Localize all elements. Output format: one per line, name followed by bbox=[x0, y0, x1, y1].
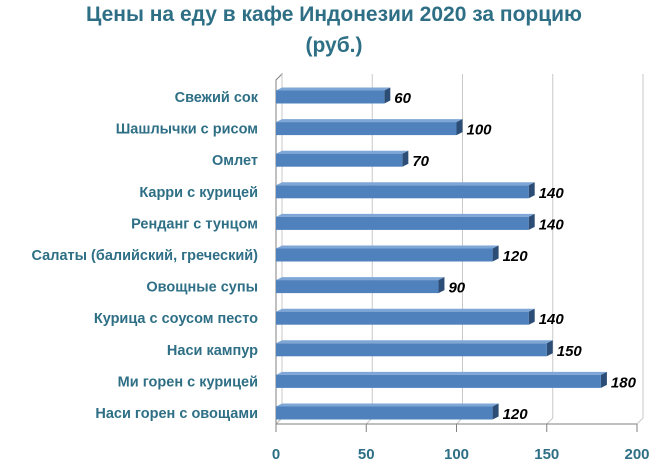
bar-side bbox=[492, 245, 499, 262]
bar-top bbox=[276, 150, 409, 154]
x-tick-label: 50 bbox=[358, 446, 375, 463]
category-label: Наси кампур bbox=[167, 343, 258, 359]
data-label: 90 bbox=[448, 280, 465, 297]
category-label: Карри с курицей bbox=[139, 185, 258, 201]
gridline-floor bbox=[636, 417, 644, 425]
data-label: 120 bbox=[503, 248, 529, 265]
bar-top bbox=[276, 245, 499, 249]
bar bbox=[276, 185, 529, 199]
bar-top bbox=[276, 277, 445, 281]
category-label: Шашлычки с рисом bbox=[116, 122, 258, 138]
x-tick-label: 200 bbox=[624, 446, 649, 463]
bar-side bbox=[384, 87, 391, 104]
bar-top bbox=[276, 182, 535, 186]
x-tick-label: 100 bbox=[444, 446, 469, 463]
bar bbox=[276, 248, 493, 262]
x-tick-label: 0 bbox=[272, 446, 280, 463]
data-label: 180 bbox=[611, 374, 637, 391]
bar bbox=[276, 122, 457, 136]
category-label: Салаты (балийский, греческий) bbox=[32, 248, 259, 264]
bar bbox=[276, 153, 403, 167]
bar-top bbox=[276, 308, 535, 312]
bar-side bbox=[600, 371, 607, 388]
data-label: 70 bbox=[412, 153, 429, 170]
bar-side bbox=[456, 119, 463, 136]
bar bbox=[276, 280, 439, 294]
gridline-floor bbox=[546, 417, 554, 425]
bar bbox=[276, 406, 493, 420]
bar-side bbox=[546, 340, 553, 357]
chart-title-unit: (руб.) bbox=[305, 34, 363, 57]
bar bbox=[276, 216, 529, 230]
bar-top bbox=[276, 340, 553, 344]
bar-side bbox=[402, 150, 409, 167]
data-label: 60 bbox=[394, 90, 411, 107]
bar-side bbox=[492, 403, 499, 420]
category-label: Ренданг с тунцом bbox=[131, 216, 258, 232]
bar-side bbox=[528, 308, 535, 325]
category-label: Свежий сок bbox=[175, 90, 259, 106]
bar-top bbox=[276, 119, 463, 123]
bar bbox=[276, 311, 529, 325]
bar-top bbox=[276, 371, 607, 375]
data-label: 140 bbox=[539, 311, 565, 328]
data-label: 100 bbox=[467, 122, 493, 139]
bar-side bbox=[438, 277, 445, 294]
bar-side bbox=[528, 213, 535, 230]
bar-top bbox=[276, 87, 391, 91]
category-label: Ми горен с курицей bbox=[118, 374, 258, 390]
bar-top bbox=[276, 213, 535, 217]
bar bbox=[276, 90, 385, 104]
bar bbox=[276, 374, 601, 388]
category-label: Овощные супы bbox=[146, 280, 258, 296]
category-label: Наси горен с овощами bbox=[95, 406, 258, 422]
bar bbox=[276, 343, 547, 357]
chart-title: Цены на еду в кафе Индонезии 2020 за пор… bbox=[86, 3, 582, 26]
bar-top bbox=[276, 403, 499, 407]
data-label: 120 bbox=[503, 406, 529, 423]
x-tick-label: 150 bbox=[534, 446, 559, 463]
category-label: Курица с соусом песто bbox=[94, 311, 258, 327]
data-label: 140 bbox=[539, 185, 565, 202]
category-label: Омлет bbox=[212, 153, 258, 169]
data-label: 150 bbox=[557, 343, 583, 360]
bar-side bbox=[528, 182, 535, 199]
data-label: 140 bbox=[539, 216, 565, 233]
